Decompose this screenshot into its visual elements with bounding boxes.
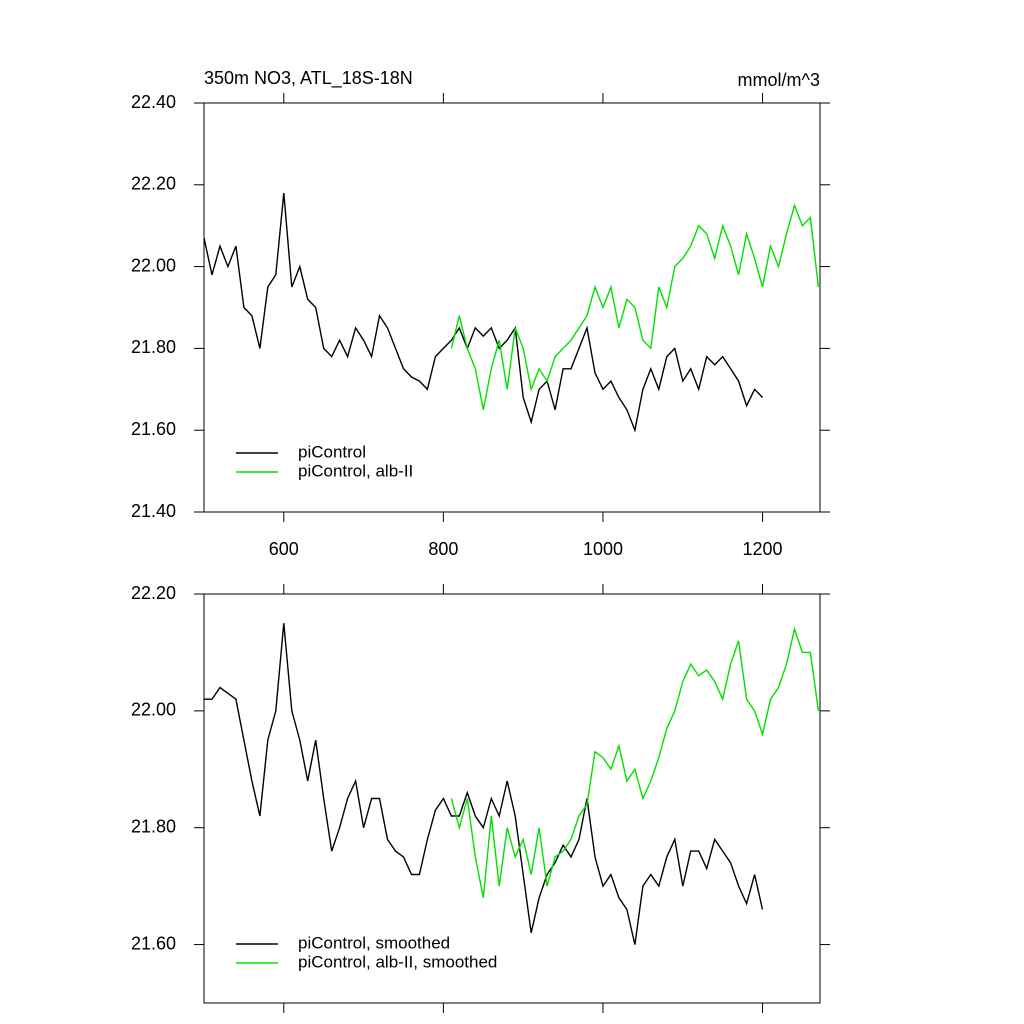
x-tick-label: 800 (428, 539, 458, 559)
legend-label: piControl, alb-II (298, 461, 413, 480)
legend-label: piControl, alb-II, smoothed (298, 952, 497, 971)
chart-title: 350m NO3, ATL_18S-18N (204, 68, 413, 89)
data-line (203, 192, 764, 433)
y-tick-label: 21.40 (131, 501, 176, 521)
y-tick-label: 21.60 (131, 419, 176, 439)
x-tick-label: 1000 (583, 539, 623, 559)
legend-label: piControl (298, 442, 366, 461)
y-tick-label: 22.20 (131, 583, 176, 603)
data-line (450, 203, 820, 410)
y-tick-label: 21.80 (131, 816, 176, 836)
y-tick-label: 21.80 (131, 337, 176, 357)
x-tick-label: 600 (269, 539, 299, 559)
y-tick-label: 22.00 (131, 700, 176, 720)
legend-label: piControl, smoothed (298, 933, 450, 952)
data-line (450, 626, 820, 898)
y-tick-label: 22.00 (131, 255, 176, 275)
data-line (204, 623, 764, 945)
plot-frame (203, 102, 821, 513)
plot-frame (203, 593, 821, 1004)
y-tick-label: 22.20 (131, 174, 176, 194)
y-tick-label: 21.60 (131, 933, 176, 953)
units-label: mmol/m^3 (738, 70, 820, 90)
x-tick-label: 1200 (743, 539, 783, 559)
y-tick-label: 22.40 (131, 92, 176, 112)
